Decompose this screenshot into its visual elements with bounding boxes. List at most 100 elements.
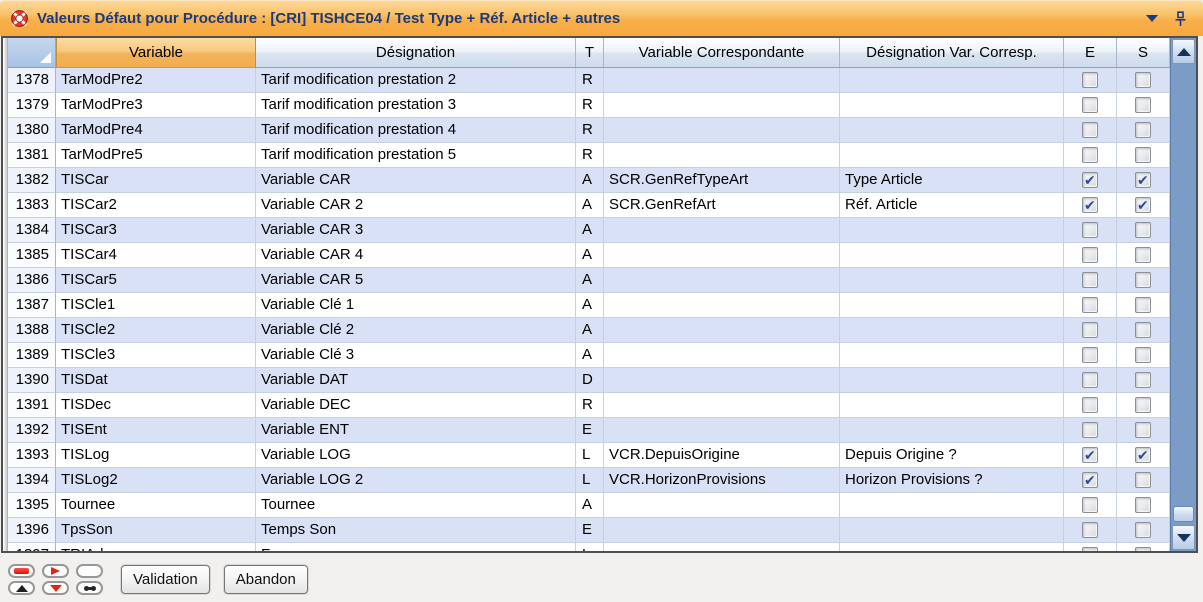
designation-cell[interactable]: Variable CAR 5	[256, 268, 576, 293]
scrollbar-thumb[interactable]	[1173, 506, 1194, 522]
type-cell[interactable]: D	[576, 368, 604, 393]
type-cell[interactable]: R	[576, 68, 604, 93]
e-checkbox[interactable]	[1082, 397, 1098, 413]
table-row[interactable]: 1383 TISCar2 Variable CAR 2 A SCR.GenRef…	[8, 193, 1170, 218]
column-header-variable[interactable]: Variable	[56, 38, 256, 67]
designation-var-corresp-cell[interactable]	[840, 368, 1064, 393]
designation-var-corresp-cell[interactable]	[840, 493, 1064, 518]
designation-var-corresp-cell[interactable]: Réf. Article	[840, 193, 1064, 218]
variable-correspondante-cell[interactable]: VCR.DepuisOrigine	[604, 443, 840, 468]
e-cell[interactable]	[1064, 318, 1117, 343]
e-checkbox[interactable]	[1082, 247, 1098, 263]
variable-cell[interactable]: TISCar3	[56, 218, 256, 243]
variable-correspondante-cell[interactable]	[604, 368, 840, 393]
row-number-cell[interactable]: 1387	[8, 293, 56, 318]
e-cell[interactable]	[1064, 293, 1117, 318]
variable-cell[interactable]: TISCar	[56, 168, 256, 193]
designation-cell[interactable]: Tarif modification prestation 3	[256, 93, 576, 118]
designation-cell[interactable]: Variable DEC	[256, 393, 576, 418]
table-row[interactable]: 1393 TISLog Variable LOG L VCR.DepuisOri…	[8, 443, 1170, 468]
variable-cell[interactable]: TISEnt	[56, 418, 256, 443]
column-header-variable-correspondante[interactable]: Variable Correspondante	[604, 38, 840, 67]
variable-correspondante-cell[interactable]	[604, 218, 840, 243]
table-row[interactable]: 1382 TISCar Variable CAR A SCR.GenRefTyp…	[8, 168, 1170, 193]
designation-var-corresp-cell[interactable]	[840, 518, 1064, 543]
s-checkbox[interactable]	[1135, 347, 1151, 363]
type-cell[interactable]: L	[576, 443, 604, 468]
nav-search-button[interactable]	[76, 581, 103, 595]
scroll-down-button[interactable]	[1172, 525, 1195, 550]
type-cell[interactable]: L	[576, 543, 604, 551]
row-number-cell[interactable]: 1378	[8, 68, 56, 93]
variable-correspondante-cell[interactable]: VCR.HorizonProvisions	[604, 468, 840, 493]
e-checkbox[interactable]	[1082, 422, 1098, 438]
s-cell[interactable]	[1117, 93, 1170, 118]
vertical-scrollbar[interactable]	[1170, 38, 1196, 551]
variable-cell[interactable]: TISCar5	[56, 268, 256, 293]
s-checkbox[interactable]	[1135, 472, 1151, 488]
designation-cell[interactable]: Variable Clé 2	[256, 318, 576, 343]
s-cell[interactable]	[1117, 193, 1170, 218]
s-cell[interactable]	[1117, 218, 1170, 243]
table-row[interactable]: 1396 TpsSon Temps Son E	[8, 518, 1170, 543]
variable-cell[interactable]: TISLog	[56, 443, 256, 468]
s-checkbox[interactable]	[1135, 247, 1151, 263]
e-cell[interactable]	[1064, 193, 1117, 218]
s-checkbox[interactable]	[1135, 195, 1151, 217]
type-cell[interactable]: R	[576, 93, 604, 118]
type-cell[interactable]: A	[576, 293, 604, 318]
s-cell[interactable]	[1117, 443, 1170, 468]
nav-up-button[interactable]	[8, 581, 35, 595]
variable-cell[interactable]: TISCle3	[56, 343, 256, 368]
row-number-cell[interactable]: 1392	[8, 418, 56, 443]
e-checkbox[interactable]	[1082, 122, 1098, 138]
table-row[interactable]: 1380 TarModPre4 Tarif modification prest…	[8, 118, 1170, 143]
table-row[interactable]: 1385 TISCar4 Variable CAR 4 A	[8, 243, 1170, 268]
designation-var-corresp-cell[interactable]: Type Article	[840, 168, 1064, 193]
nav-down-button[interactable]	[42, 581, 69, 595]
validation-button[interactable]: Validation	[121, 565, 210, 594]
s-checkbox[interactable]	[1135, 147, 1151, 163]
e-cell[interactable]	[1064, 368, 1117, 393]
s-checkbox[interactable]	[1135, 272, 1151, 288]
s-cell[interactable]	[1117, 468, 1170, 493]
designation-var-corresp-cell[interactable]	[840, 418, 1064, 443]
variable-correspondante-cell[interactable]	[604, 293, 840, 318]
table-row[interactable]: 1384 TISCar3 Variable CAR 3 A	[8, 218, 1170, 243]
type-cell[interactable]: L	[576, 468, 604, 493]
designation-var-corresp-cell[interactable]	[840, 268, 1064, 293]
designation-var-corresp-cell[interactable]: Horizon Provisions ?	[840, 468, 1064, 493]
s-cell[interactable]	[1117, 118, 1170, 143]
variable-correspondante-cell[interactable]	[604, 93, 840, 118]
type-cell[interactable]: R	[576, 118, 604, 143]
type-cell[interactable]: A	[576, 343, 604, 368]
designation-cell[interactable]: Variable ENT	[256, 418, 576, 443]
designation-cell[interactable]: Tarif modification prestation 4	[256, 118, 576, 143]
e-checkbox[interactable]	[1082, 522, 1098, 538]
e-cell[interactable]	[1064, 443, 1117, 468]
row-number-cell[interactable]: 1394	[8, 468, 56, 493]
variable-cell[interactable]: TarModPre5	[56, 143, 256, 168]
column-header-s[interactable]: S	[1117, 38, 1170, 67]
designation-cell[interactable]: Variable LOG 2	[256, 468, 576, 493]
e-cell[interactable]	[1064, 143, 1117, 168]
e-cell[interactable]	[1064, 518, 1117, 543]
variable-cell[interactable]: TISCar4	[56, 243, 256, 268]
table-row[interactable]: 1394 TISLog2 Variable LOG 2 L VCR.Horizo…	[8, 468, 1170, 493]
designation-cell[interactable]: Variable CAR 4	[256, 243, 576, 268]
row-number-cell[interactable]: 1383	[8, 193, 56, 218]
type-cell[interactable]: E	[576, 518, 604, 543]
s-cell[interactable]	[1117, 243, 1170, 268]
scroll-up-button[interactable]	[1172, 39, 1195, 64]
type-cell[interactable]: A	[576, 268, 604, 293]
table-row[interactable]: 1381 TarModPre5 Tarif modification prest…	[8, 143, 1170, 168]
variable-cell[interactable]: TISDec	[56, 393, 256, 418]
e-checkbox[interactable]	[1082, 297, 1098, 313]
variable-correspondante-cell[interactable]	[604, 343, 840, 368]
column-header-e[interactable]: E	[1064, 38, 1117, 67]
e-checkbox[interactable]	[1082, 222, 1098, 238]
s-checkbox[interactable]	[1135, 170, 1151, 192]
designation-cell[interactable]: F	[256, 543, 576, 551]
designation-cell[interactable]: Variable Clé 3	[256, 343, 576, 368]
select-all-corner[interactable]	[8, 38, 56, 67]
